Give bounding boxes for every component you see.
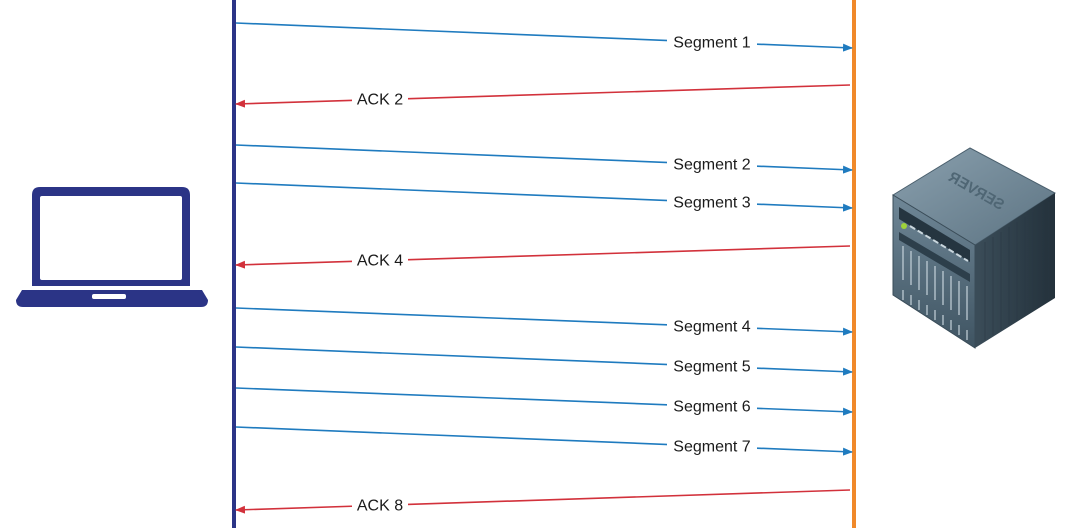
message-label: Segment 7 bbox=[673, 438, 750, 455]
segment-arrow-6: Segment 4 bbox=[235, 307, 853, 336]
message-label-bg bbox=[352, 495, 408, 515]
segment-arrow-3: Segment 2 bbox=[235, 144, 853, 174]
message-line bbox=[235, 346, 853, 376]
ack-arrow-10: ACK 8 bbox=[235, 489, 851, 515]
message-label-bg bbox=[667, 436, 757, 456]
message-label: Segment 3 bbox=[673, 194, 750, 211]
message-label: Segment 6 bbox=[673, 399, 750, 416]
segment-arrow-9: Segment 7 bbox=[235, 426, 853, 456]
message-list: Segment 1 ACK 2 Segment 2 Segment 3 ACK 4 Seg… bbox=[235, 22, 853, 515]
message-line bbox=[235, 182, 853, 212]
segment-arrow-1: Segment 1 bbox=[235, 22, 853, 52]
message-line bbox=[235, 307, 853, 336]
server-rack-icon: SERVER bbox=[892, 147, 1056, 349]
message-label: ACK 2 bbox=[357, 92, 403, 109]
message-label-bg bbox=[667, 32, 757, 52]
segment-arrow-7: Segment 5 bbox=[235, 346, 853, 376]
message-line bbox=[235, 245, 851, 269]
message-line bbox=[235, 426, 853, 456]
message-label: Segment 4 bbox=[673, 319, 750, 336]
message-label-bg bbox=[667, 192, 757, 212]
message-label-bg bbox=[352, 250, 408, 270]
message-label: ACK 4 bbox=[357, 253, 403, 270]
ack-arrow-5: ACK 4 bbox=[235, 245, 851, 270]
message-label-bg bbox=[352, 89, 408, 109]
message-label-bg bbox=[667, 316, 757, 336]
message-label: Segment 5 bbox=[673, 358, 750, 375]
message-label: ACK 8 bbox=[357, 497, 403, 514]
message-line bbox=[235, 387, 853, 416]
message-line bbox=[235, 489, 851, 514]
message-line bbox=[235, 144, 853, 174]
message-label-bg bbox=[667, 396, 757, 416]
laptop-icon bbox=[16, 187, 208, 307]
ack-arrow-2: ACK 2 bbox=[235, 84, 851, 109]
segment-arrow-4: Segment 3 bbox=[235, 182, 853, 212]
segment-arrow-8: Segment 6 bbox=[235, 387, 853, 416]
message-label-bg bbox=[667, 154, 757, 174]
message-label: Segment 2 bbox=[673, 156, 750, 173]
message-label-bg bbox=[667, 356, 757, 376]
message-line bbox=[235, 22, 853, 52]
message-line bbox=[235, 84, 851, 108]
message-label: Segment 1 bbox=[673, 34, 750, 51]
